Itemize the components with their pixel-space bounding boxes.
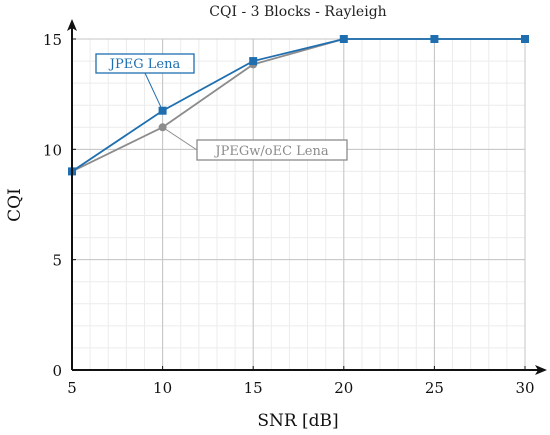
legend-pin-line	[144, 72, 164, 111]
x-tick-label: 20	[334, 379, 353, 397]
x-tick-label: 5	[67, 379, 77, 397]
axes	[67, 19, 547, 375]
y-tick-label: 0	[52, 362, 62, 380]
grid	[71, 38, 526, 371]
legend-box	[95, 53, 195, 74]
x-tick-label: 15	[244, 379, 263, 397]
series-line	[71, 38, 525, 173]
legend-labels: JPEG Lena JPEGw/oEC Lena	[95, 53, 348, 161]
x-axis-arrow	[535, 365, 547, 375]
legend-pin-line	[162, 126, 198, 151]
data-point	[521, 35, 529, 43]
data-point	[339, 35, 348, 43]
y-tick-label: 15	[43, 31, 62, 49]
y-tick-label: 10	[43, 141, 62, 159]
legend-box	[196, 139, 348, 161]
legend-label: JPEGw/oEC Lena	[213, 144, 328, 159]
x-tick-label: 30	[515, 379, 534, 397]
data-point	[158, 123, 167, 132]
y-axis-arrow	[67, 19, 77, 31]
data-point	[249, 57, 258, 66]
y-axis-label: CQI	[5, 188, 25, 222]
x-tick-label: 25	[425, 379, 444, 397]
legend-label: JPEG Lena	[108, 57, 181, 72]
data-point	[430, 35, 439, 43]
chart-title: CQI - 3 Blocks - Rayleigh	[209, 4, 386, 20]
x-tick-label: 10	[153, 379, 172, 397]
x-axis-label: SNR [dB]	[257, 411, 338, 431]
y-tick-label: 5	[52, 252, 62, 270]
